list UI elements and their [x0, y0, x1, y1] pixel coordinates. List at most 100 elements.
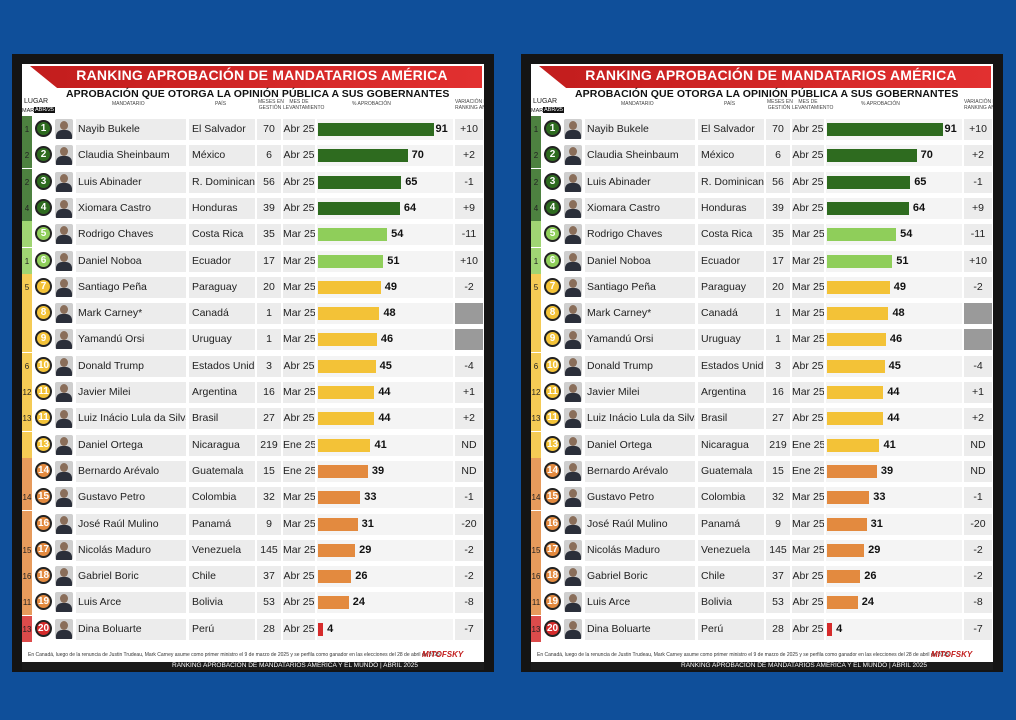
survey-month: Abr 25 [283, 618, 315, 640]
approval-value: 26 [864, 570, 877, 583]
title-band [30, 66, 482, 88]
rank-badge: 3 [35, 172, 52, 190]
avatar [55, 119, 73, 139]
table-row: 1 6 Daniel Noboa Ecuador 17 Mar 25 51 +10 [22, 247, 484, 274]
survey-month: Abr 25 [283, 355, 315, 377]
prev-rank-stripe [22, 247, 32, 274]
approval-value: 91 [944, 123, 957, 135]
avatar-suit [565, 287, 581, 297]
rank-badge: 4 [544, 198, 561, 216]
survey-month: Abr 25 [283, 408, 315, 430]
bar-area: 49 [317, 276, 453, 298]
bar-area: 48 [826, 303, 962, 325]
survey-month: Mar 25 [792, 382, 824, 403]
table-row: 13 Daniel Ortega Nicaragua 219 Ene 25 41 ND [531, 431, 993, 458]
ranking-variation [455, 303, 483, 325]
ranking-variation: +10 [455, 250, 483, 272]
table-row: 2 3 Luis Abinader R. Dominicana 56 Abr 25 65 -1 [22, 168, 484, 195]
rank-badge: 8 [544, 304, 561, 322]
bar-area: 91 [826, 119, 962, 140]
ranking-variation: -20 [455, 513, 483, 535]
rank-badge: 1 [544, 120, 561, 137]
avatar [564, 434, 582, 455]
survey-month: Mar 25 [792, 224, 824, 246]
approval-value: 4 [836, 622, 843, 635]
footnote: En Canadá, luego de la renuncia de Justi… [28, 652, 440, 658]
approval-value: 64 [403, 201, 417, 214]
survey-month: Mar 25 [792, 250, 824, 272]
country-name: Argentina [189, 382, 255, 403]
avatar-suit [565, 130, 581, 139]
months-in-office: 70 [257, 119, 281, 140]
approval-value: 45 [379, 359, 392, 372]
mandatario-name: Gabriel Boric [76, 566, 186, 588]
prev-rank-stripe [531, 168, 541, 195]
rank-badge: 20 [35, 619, 52, 637]
table-row: 8 Mark Carney* Canadá 1 Mar 25 48 [531, 300, 993, 327]
bar-area: 29 [317, 539, 453, 561]
rank-badge: 14 [35, 461, 52, 479]
rank-badge: 9 [544, 330, 561, 348]
approval-bar [827, 333, 886, 347]
avatar-head [60, 305, 68, 315]
mitofsky-logo: MITOFSKY [931, 650, 973, 659]
avatar-suit [565, 629, 581, 639]
avatar [55, 145, 73, 166]
avatar-head [569, 594, 577, 604]
approval-value: 31 [361, 517, 374, 530]
prev-rank-stripe [22, 510, 32, 537]
country-name: Chile [698, 566, 764, 588]
table-row: 2 2 Claudia Sheinbaum México 6 Abr 25 70 +2 [22, 142, 484, 169]
rank-badge: 10 [35, 356, 52, 374]
table-row: 5 7 Santiago Peña Paraguay 20 Mar 25 49 -2 [22, 273, 484, 300]
months-in-office: 3 [257, 355, 281, 377]
months-in-office: 28 [257, 618, 281, 640]
prev-rank: 2 [24, 177, 30, 187]
prev-rank-stripe [531, 116, 541, 142]
bar-area: 31 [317, 513, 453, 535]
country-name: Canadá [189, 303, 255, 325]
mandatario-name: Mark Carney* [76, 303, 186, 325]
table-row: 14 15 Gustavo Petro Colombia 32 Mar 25 33 -1 [22, 484, 484, 511]
country-name: Argentina [698, 382, 764, 403]
chart-title: RANKING APROBACIÓN DE MANDATARIOS AMÉRIC… [585, 67, 957, 83]
avatar-suit [56, 498, 72, 508]
approval-bar [827, 149, 917, 163]
rank-badge: 16 [35, 514, 52, 532]
header-mes-line1: MES DE [798, 99, 818, 105]
country-name: Canadá [698, 303, 764, 325]
months-in-office: 37 [257, 566, 281, 588]
months-in-office: 27 [766, 408, 790, 430]
approval-value: 44 [887, 412, 900, 425]
approval-bar [827, 596, 858, 610]
mitofsky-logo: MITOFSKY [422, 650, 464, 659]
avatar-suit [56, 524, 72, 534]
approval-value: 39 [371, 464, 385, 477]
months-in-office: 70 [766, 119, 790, 140]
avatar [564, 566, 582, 587]
months-in-office: 53 [766, 592, 790, 614]
country-name: R. Dominicana [189, 171, 255, 193]
approval-bar [827, 359, 885, 373]
avatar-head [60, 331, 68, 341]
header-mes: MES DE LEVANTAMIENTO [792, 99, 833, 111]
approval-bar [318, 254, 384, 268]
approval-bar [318, 359, 376, 373]
table-row: 5 Rodrigo Chaves Costa Rica 35 Mar 25 54 -11 [531, 221, 993, 248]
survey-month: Mar 25 [283, 382, 315, 403]
mandatario-name: Luis Abinader [585, 171, 695, 193]
avatar [564, 145, 582, 166]
avatar-suit [56, 577, 72, 587]
header-lugar-prev: MAR/25 [531, 108, 551, 114]
header-lugar-curr: ABR/25 [543, 107, 564, 113]
mandatario-name: Bernardo Arévalo [76, 460, 186, 482]
approval-bar [827, 543, 865, 557]
approval-value: 41 [883, 438, 896, 451]
avatar-head [569, 252, 577, 262]
bar-area: 49 [826, 276, 962, 298]
avatar-suit [565, 550, 581, 560]
avatar-head [569, 173, 577, 183]
months-in-office: 56 [257, 171, 281, 193]
survey-month: Mar 25 [792, 487, 824, 509]
